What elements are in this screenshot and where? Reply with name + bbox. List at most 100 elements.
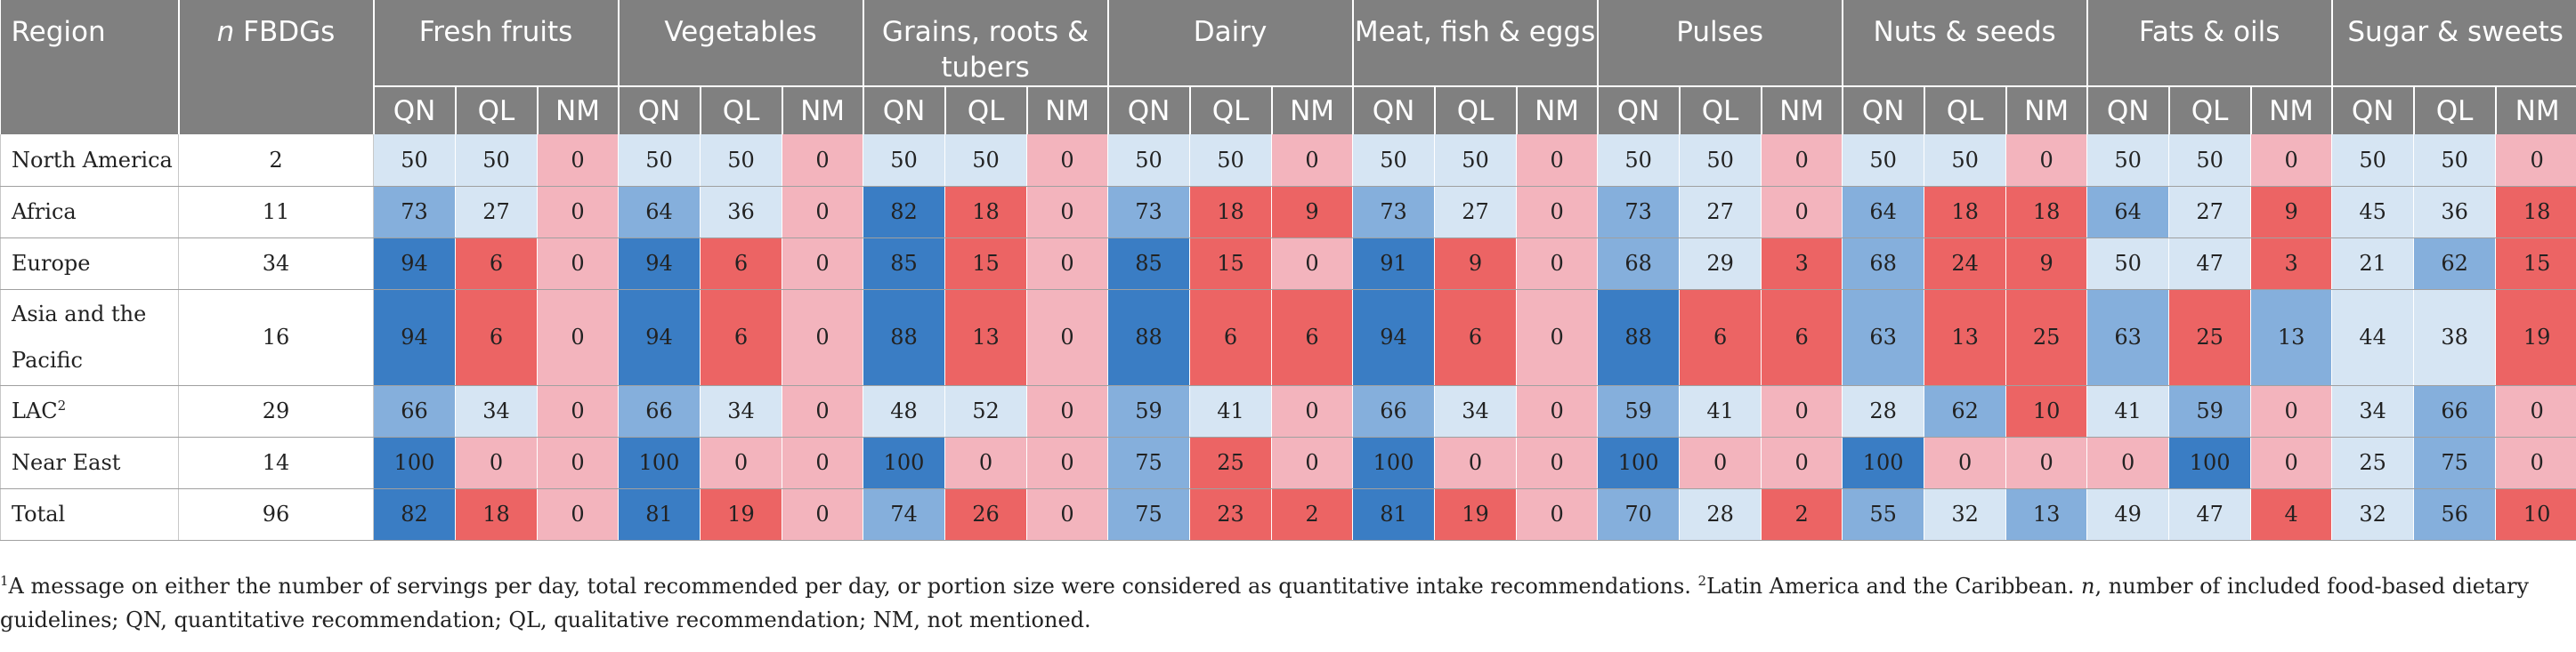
cell-ql: 19 — [700, 488, 783, 541]
cell-ql: 36 — [700, 186, 783, 238]
cell-ql: 100 — [2168, 437, 2252, 489]
cell-ql: 50 — [944, 134, 1028, 187]
row-region-label: North America — [12, 147, 173, 173]
cell-qn: 91 — [1352, 237, 1436, 290]
cell-nm: 0 — [1516, 186, 1599, 238]
table-body: North America 2 50 50 0 50 50 0 50 50 0 50 50 0 50 50 0 5… — [0, 134, 2576, 541]
cell-qn: 100 — [1842, 437, 1925, 489]
footnote-sup-1: 1 — [0, 573, 9, 589]
footnote-n-italic: n — [2081, 574, 2095, 599]
cell-qn: 64 — [618, 186, 701, 238]
cell-ql: 50 — [1679, 134, 1762, 187]
subheader-nm-4: NM — [1516, 85, 1599, 134]
cell-ql: 41 — [1679, 385, 1762, 438]
cell-ql: 50 — [1924, 134, 2007, 187]
cell-ql: 62 — [1924, 385, 2007, 438]
subheader-qn-7: QN — [2086, 85, 2170, 134]
cell-nm: 0 — [1026, 237, 1109, 290]
footnote-text-3: , number of included food-based dietary … — [0, 574, 2529, 632]
subheader-ql-6: QL — [1924, 85, 2007, 134]
row-n-cell: 2 — [178, 134, 374, 187]
cell-ql: 6 — [455, 289, 538, 386]
cell-ql: 0 — [1434, 437, 1518, 489]
cell-ql: 18 — [1924, 186, 2007, 238]
cell-ql: 50 — [2168, 134, 2252, 187]
subheader-ql-2: QL — [944, 85, 1028, 134]
cell-qn: 100 — [1352, 437, 1436, 489]
subheader-nm-2: NM — [1026, 85, 1109, 134]
table-row: Asia and the Pacific 16 94 6 0 94 6 0 88 13 0 88 6 6 94… — [0, 289, 2576, 386]
subheader-qn-2: QN — [863, 85, 946, 134]
cell-qn: 82 — [863, 186, 946, 238]
cell-ql: 59 — [2168, 385, 2252, 438]
cell-nm: 0 — [1271, 134, 1354, 187]
cell-ql: 18 — [944, 186, 1028, 238]
cell-nm: 9 — [1271, 186, 1354, 238]
cell-qn: 68 — [1597, 237, 1681, 290]
cell-qn: 94 — [373, 289, 456, 386]
cell-qn: 75 — [1107, 488, 1191, 541]
cell-ql: 50 — [455, 134, 538, 187]
cell-nm: 0 — [537, 437, 620, 489]
cell-nm: 0 — [782, 289, 864, 386]
row-n-cell: 96 — [178, 488, 374, 541]
cell-qn: 68 — [1842, 237, 1925, 290]
subheader-qn-0: QN — [373, 85, 457, 134]
cell-ql: 6 — [700, 237, 783, 290]
cell-qn: 25 — [2331, 437, 2415, 489]
row-n-cell: 34 — [178, 237, 374, 290]
cell-nm: 10 — [2005, 385, 2088, 438]
cell-nm: 0 — [1761, 437, 1843, 489]
subheader-ql-7: QL — [2168, 85, 2252, 134]
cell-ql: 27 — [2168, 186, 2252, 238]
header-n-letter: n — [216, 16, 235, 48]
cell-ql: 6 — [700, 289, 783, 386]
cell-ql: 75 — [2413, 437, 2497, 489]
row-region-label: LAC — [12, 398, 58, 423]
row-n-cell: 16 — [178, 289, 374, 386]
cell-nm: 0 — [2495, 134, 2576, 187]
cell-ql: 50 — [1189, 134, 1273, 187]
table-row: Near East 14 100 0 0 100 0 0 100 0 0 75 25 0 100 0 0 100 0… — [0, 437, 2576, 489]
cell-ql: 47 — [2168, 237, 2252, 290]
cell-nm: 0 — [2250, 385, 2333, 438]
cell-nm: 0 — [537, 385, 620, 438]
cell-qn: 50 — [2331, 134, 2415, 187]
cell-ql: 62 — [2413, 237, 2497, 290]
subheader-ql-5: QL — [1679, 85, 1762, 134]
cell-ql: 6 — [1189, 289, 1273, 386]
row-region-label: Total — [12, 502, 66, 527]
cell-nm: 3 — [2250, 237, 2333, 290]
cell-nm: 0 — [537, 134, 620, 187]
cell-nm: 2 — [1271, 488, 1354, 541]
cell-nm: 13 — [2005, 488, 2088, 541]
row-region-cell: LAC2 — [0, 385, 179, 438]
cell-ql: 13 — [944, 289, 1028, 386]
cell-nm: 0 — [1026, 289, 1109, 386]
cell-qn: 50 — [1842, 134, 1925, 187]
subheader-qn-5: QN — [1597, 85, 1681, 134]
cell-ql: 29 — [1679, 237, 1762, 290]
cell-nm: 0 — [1271, 437, 1354, 489]
header-row-sub: QN QL NM QN QL NM QN QL NM QN QL NM QN QL NM QN QL NM QN QL… — [1, 85, 2576, 134]
cell-qn: 32 — [2331, 488, 2415, 541]
row-region-line-2: Pacific — [12, 348, 83, 373]
cell-nm: 0 — [537, 237, 620, 290]
row-region-label: Europe — [12, 251, 91, 276]
cell-ql: 27 — [1434, 186, 1518, 238]
header-group-grains: Grains, roots & tubers — [863, 0, 1109, 86]
cell-ql: 41 — [1189, 385, 1273, 438]
cell-ql: 0 — [1679, 437, 1762, 489]
cell-ql: 50 — [2413, 134, 2497, 187]
subheader-ql-0: QL — [455, 85, 539, 134]
cell-ql: 66 — [2413, 385, 2497, 438]
cell-nm: 0 — [2495, 385, 2576, 438]
subheader-qn-4: QN — [1352, 85, 1436, 134]
cell-qn: 73 — [1352, 186, 1436, 238]
table-row: LAC2 29 66 34 0 66 34 0 48 52 0 59 41 0 66 34 0 59 41 0 28 62… — [0, 385, 2576, 438]
cell-ql: 0 — [700, 437, 783, 489]
cell-nm: 0 — [2250, 437, 2333, 489]
cell-nm: 0 — [1271, 385, 1354, 438]
cell-nm: 0 — [2495, 437, 2576, 489]
cell-qn: 28 — [1842, 385, 1925, 438]
